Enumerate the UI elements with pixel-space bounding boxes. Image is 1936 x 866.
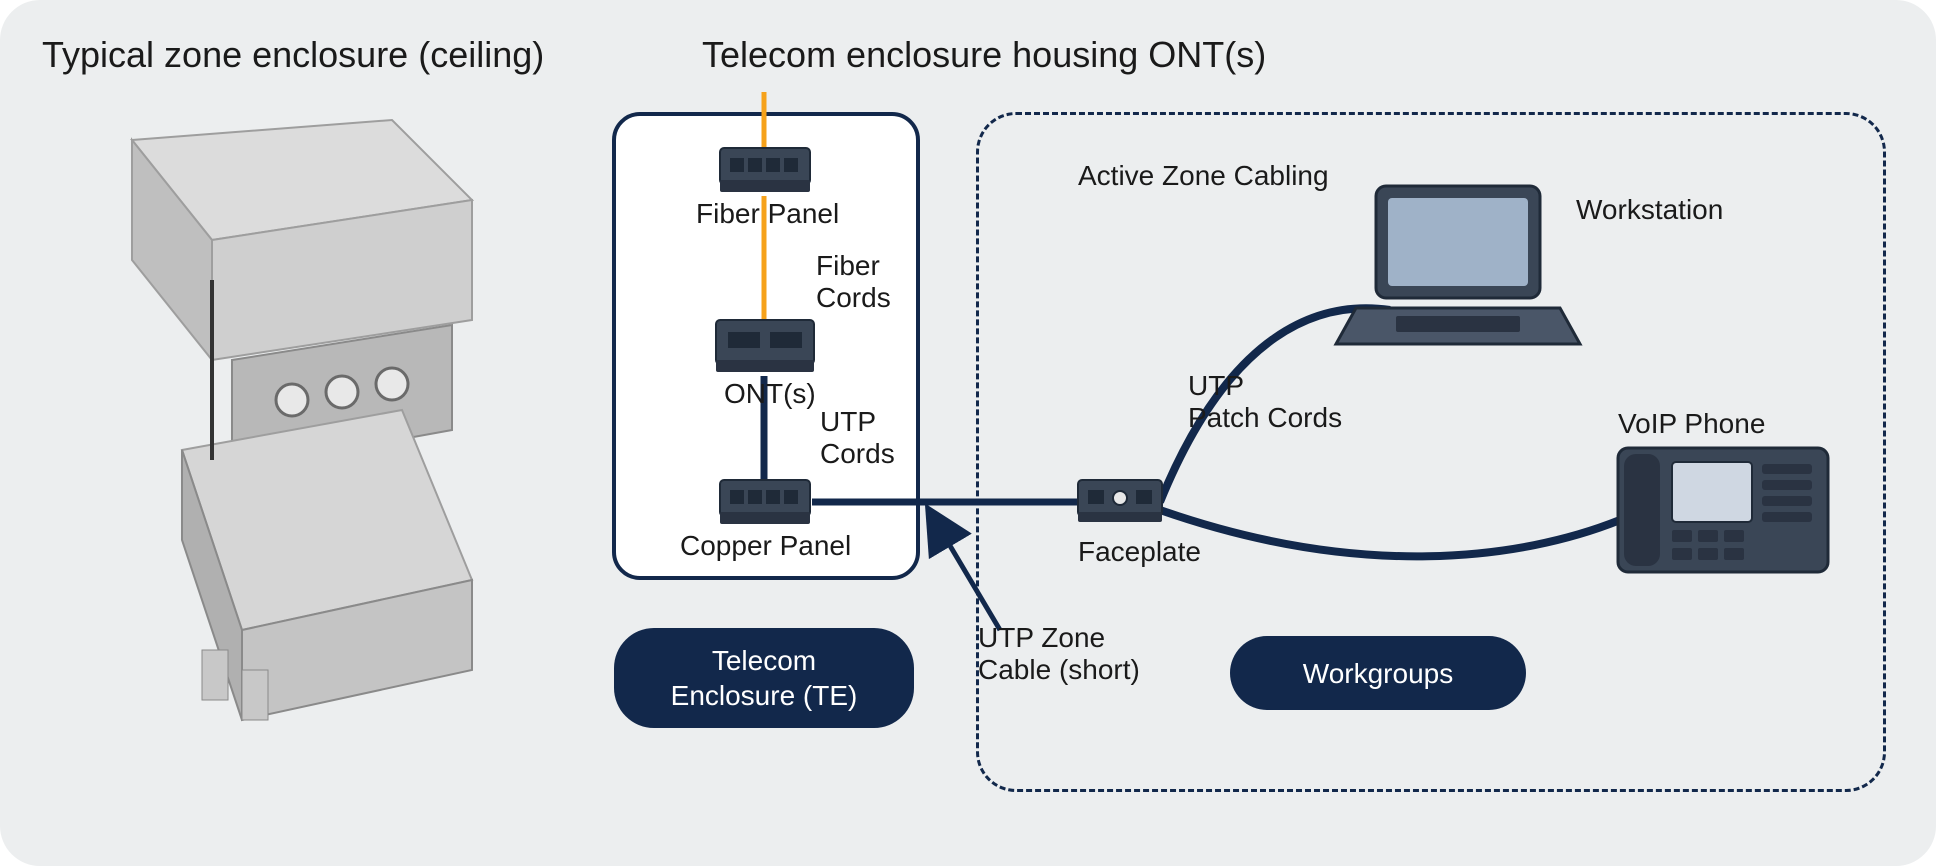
active-zone-label: Active Zone Cabling [1078,160,1329,192]
te-box [612,112,920,580]
utp-zone-cable-label: UTP Zone Cable (short) [978,622,1140,686]
copper-panel-label: Copper Panel [680,530,851,562]
faceplate-label: Faceplate [1078,536,1201,568]
voip-label: VoIP Phone [1618,408,1765,440]
pill-telecom-enclosure: Telecom Enclosure (TE) [614,628,914,728]
utp-patch-label: UTP Patch Cords [1188,370,1342,434]
utp-cords-label: UTP Cords [820,406,895,470]
diagram-canvas: Typical zone enclosure (ceiling) Telecom… [0,0,1936,866]
fiber-cords-label: Fiber Cords [816,250,891,314]
pill-workgroups: Workgroups [1230,636,1526,710]
title-left: Typical zone enclosure (ceiling) [42,34,544,76]
enclosure-photo [72,110,492,730]
ont-label: ONT(s) [724,378,816,410]
workstation-label: Workstation [1576,194,1723,226]
fiber-panel-label: Fiber Panel [696,198,839,230]
title-right: Telecom enclosure housing ONT(s) [702,34,1266,76]
